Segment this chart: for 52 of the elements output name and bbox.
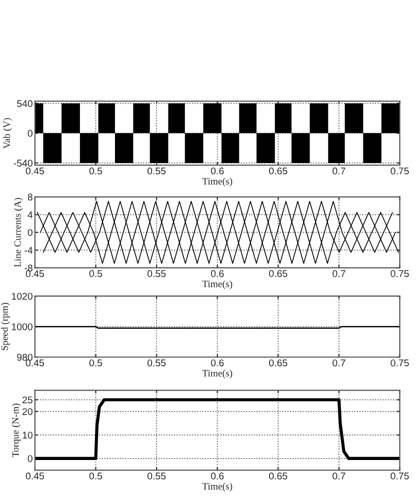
x-tick-label: 0.55 bbox=[147, 472, 166, 480]
y-tick-label: -8 bbox=[24, 264, 32, 272]
x-tick-label: 0.65 bbox=[269, 472, 288, 480]
x-tick-label: 0.6 bbox=[210, 270, 224, 278]
x-tick-label: 0.6 bbox=[210, 359, 224, 366]
y-tick-label: 10 bbox=[22, 432, 32, 439]
x-tick-label: 0.5 bbox=[89, 168, 102, 174]
y-tick-label: 4 bbox=[28, 211, 33, 218]
y-axis-title: Line Currents (A) bbox=[14, 198, 23, 267]
x-tick-label: 0.6 bbox=[210, 472, 224, 480]
x-tick-label: 0.55 bbox=[147, 270, 166, 278]
x-tick-label: 0.5 bbox=[89, 472, 102, 480]
x-tick-label: 0.55 bbox=[147, 359, 166, 366]
y-tick-label: -540 bbox=[14, 160, 32, 167]
x-tick-label: 0.75 bbox=[390, 359, 409, 366]
x-tick-label: 0.7 bbox=[332, 472, 346, 480]
y-axis-title: Vab (V) bbox=[3, 118, 12, 149]
y-tick-label: 980 bbox=[17, 354, 32, 361]
x-tick-label: 0.65 bbox=[269, 270, 288, 278]
y-tick-label: 0 bbox=[28, 455, 32, 462]
y-tick-label: 20 bbox=[22, 408, 32, 416]
x-tick-label: 0.5 bbox=[89, 270, 102, 278]
x-tick-label: 0.65 bbox=[269, 359, 288, 366]
x-tick-label: 0.55 bbox=[147, 168, 166, 174]
y-tick-label: 1000 bbox=[12, 323, 32, 330]
line-series bbox=[34, 398, 400, 460]
y-tick-label: 1020 bbox=[12, 292, 32, 300]
y-tick-label: 0 bbox=[28, 229, 32, 236]
y-tick-label: 25 bbox=[22, 396, 32, 404]
x-tick-label: 0.75 bbox=[390, 168, 409, 174]
x-tick-label: 0.75 bbox=[390, 472, 409, 480]
y-tick-label: -4 bbox=[24, 246, 33, 254]
y-tick-label: 0 bbox=[28, 130, 32, 137]
x-tick-label: 0.45 bbox=[26, 359, 44, 366]
x-axis-title: Time(s) bbox=[202, 370, 232, 378]
x-tick-label: 0.45 bbox=[26, 168, 44, 174]
x-tick-label: 0.7 bbox=[332, 359, 346, 366]
x-tick-label: 0.7 bbox=[332, 168, 346, 174]
x-tick-label: 0.45 bbox=[26, 472, 44, 480]
y-axis-title: Torque (N-m) bbox=[12, 404, 21, 458]
x-tick-label: 0.7 bbox=[332, 270, 346, 278]
x-tick-label: 0.6 bbox=[210, 168, 224, 174]
y-tick-label: 8 bbox=[28, 194, 32, 201]
y-tick-label: 540 bbox=[17, 100, 32, 108]
x-axis-title: Time(s) bbox=[202, 482, 232, 492]
x-tick-label: 0.5 bbox=[89, 359, 102, 366]
x-tick-label: 0.65 bbox=[269, 168, 288, 174]
x-axis-title: Time(s) bbox=[202, 280, 232, 290]
x-tick-label: 0.75 bbox=[390, 270, 409, 278]
x-tick-label: 0.45 bbox=[26, 270, 44, 278]
y-axis-title: Speed (rpm) bbox=[1, 302, 10, 350]
x-axis-title: Time(s) bbox=[202, 178, 232, 187]
